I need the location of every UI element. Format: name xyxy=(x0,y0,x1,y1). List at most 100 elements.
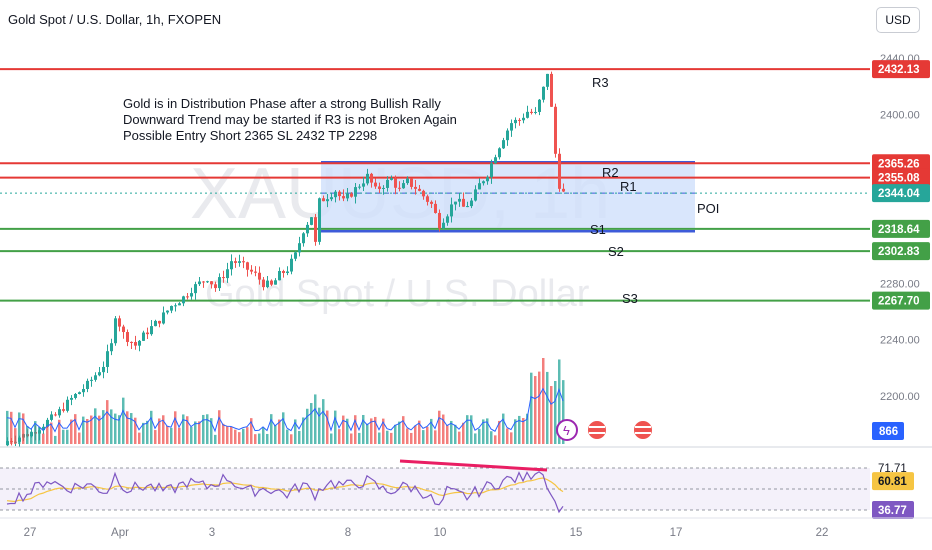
volume-bar xyxy=(478,428,481,444)
volume-bar xyxy=(338,429,341,444)
candle-body xyxy=(82,388,85,393)
candle-body xyxy=(286,271,289,274)
symbol-title: Gold Spot / U.S. Dollar, 1h, FXOPEN xyxy=(8,12,222,27)
candle-body xyxy=(138,340,141,346)
candle-body xyxy=(390,178,393,180)
volume-bar xyxy=(346,418,349,444)
volume-bar xyxy=(446,425,449,444)
volume-bar xyxy=(270,414,273,444)
volume-bar xyxy=(158,418,161,444)
volume-bar xyxy=(318,407,321,444)
candle-body xyxy=(354,187,357,197)
volume-bar xyxy=(350,433,353,444)
candle-body xyxy=(70,397,73,400)
candle-body xyxy=(162,312,165,324)
volume-bar xyxy=(470,415,473,444)
candle-body xyxy=(270,280,273,285)
candle-body xyxy=(494,157,497,164)
candle-body xyxy=(446,216,449,223)
volume-bar xyxy=(230,426,233,444)
candle-body xyxy=(478,183,481,190)
candle-body xyxy=(74,394,77,398)
candle-body xyxy=(374,182,377,187)
volume-bar xyxy=(134,417,137,444)
r3-label: R3 xyxy=(592,75,609,90)
candle-body xyxy=(238,261,241,263)
volume-bar xyxy=(278,419,281,444)
price-axis[interactable]: 2200.002240.002280.002320.002360.002400.… xyxy=(870,40,932,448)
volume-bar xyxy=(74,414,77,444)
price-tick-label: 2280.00 xyxy=(880,278,920,290)
volume-bar xyxy=(530,372,533,444)
candle-body xyxy=(42,426,45,431)
volume-bar xyxy=(194,421,197,444)
watermark-name: Gold Spot / U.S. Dollar xyxy=(205,273,590,315)
us-flag-event-icon[interactable] xyxy=(586,419,608,441)
volume-bar xyxy=(190,427,193,444)
candle-body xyxy=(382,187,385,189)
volume-bar xyxy=(454,424,457,444)
candle-body xyxy=(202,281,205,283)
volume-bar xyxy=(466,415,469,444)
volume-bar xyxy=(170,427,173,444)
volume-bar xyxy=(386,430,389,444)
candle-body xyxy=(330,197,333,200)
rsi-divergence-line[interactable] xyxy=(399,459,548,472)
volume-bar xyxy=(438,410,441,444)
annotation-text[interactable]: Gold is in Distribution Phase after a st… xyxy=(123,96,457,143)
volume-bar xyxy=(354,415,357,444)
candle-body xyxy=(350,193,353,197)
candle-body xyxy=(122,326,125,333)
candle-body xyxy=(206,281,209,283)
volume-bar xyxy=(86,418,89,444)
time-axis[interactable]: 27 Apr 3 8 10 15 17 22 xyxy=(24,527,829,539)
poi-zone[interactable] xyxy=(321,162,695,232)
candle-body xyxy=(174,305,177,307)
candle-body xyxy=(534,111,537,113)
volume-bar xyxy=(326,410,329,444)
candle-body xyxy=(506,130,509,141)
candle-body xyxy=(294,252,297,259)
level-price-label-r2: 2365.26 xyxy=(878,158,920,170)
volume-bar xyxy=(126,411,129,444)
volume-bar xyxy=(282,412,285,444)
volume-label: 866 xyxy=(879,426,898,438)
volume-bar xyxy=(546,371,549,444)
us-flag-canton xyxy=(589,426,605,428)
lightning-glyph: ϟ xyxy=(563,423,570,438)
volume-bar xyxy=(62,429,65,444)
candle-body xyxy=(114,318,117,344)
volume-bar xyxy=(310,403,313,444)
candle-body xyxy=(258,272,261,280)
candle-body xyxy=(242,261,245,263)
volume-bar xyxy=(130,413,133,444)
volume-bar xyxy=(366,423,369,444)
lightning-event-icon[interactable] xyxy=(556,419,578,441)
volume-bar xyxy=(82,416,85,444)
us-flag-event-icon-2[interactable] xyxy=(632,419,654,441)
volume-bar xyxy=(526,413,529,444)
time-tick-label: 3 xyxy=(209,527,215,539)
candle-body xyxy=(474,189,477,201)
volume-bar xyxy=(222,423,225,444)
volume-bar xyxy=(430,418,433,444)
event-markers[interactable]: ϟ xyxy=(556,419,654,441)
candle-body xyxy=(254,271,257,273)
r2-label: R2 xyxy=(602,165,619,180)
candle-body xyxy=(278,271,281,281)
candle-body xyxy=(322,198,325,202)
candle-body xyxy=(370,173,373,183)
candle-body xyxy=(462,198,465,207)
volume-bar xyxy=(458,431,461,444)
volume-bar xyxy=(50,422,53,444)
candle-body xyxy=(358,186,361,188)
volume-bar xyxy=(154,430,157,444)
volume-bar xyxy=(554,380,557,444)
volume-bar xyxy=(214,434,217,444)
candle-body xyxy=(518,119,521,121)
candle-body xyxy=(154,320,157,327)
currency-button[interactable]: USD xyxy=(876,7,920,33)
annotation-line-1: Gold is in Distribution Phase after a st… xyxy=(123,96,441,111)
current-price-label: 2344.04 xyxy=(878,188,920,200)
